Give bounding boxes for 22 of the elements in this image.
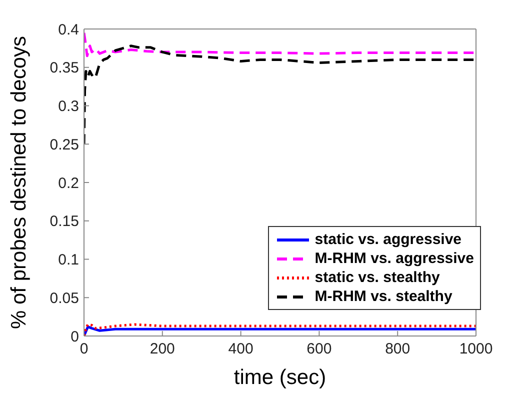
y-tick-label: 0.15 (50, 213, 79, 230)
y-tick-label: 0 (70, 328, 79, 346)
line-series (84, 32, 476, 58)
y-tick-label: 0.3 (58, 98, 79, 116)
x-tick-label: 600 (306, 340, 332, 358)
legend-label: M-RHM vs. aggressive (314, 249, 474, 268)
legend-label: static vs. aggressive (314, 230, 462, 249)
x-axis-title: time (sec) (234, 366, 326, 389)
y-tick-label: 0.1 (58, 252, 79, 269)
y-tick-label: 0.25 (50, 136, 79, 154)
x-tick-label: 200 (150, 340, 175, 358)
x-tick-label: 400 (228, 340, 254, 358)
line-series (84, 44, 476, 146)
legend-label: M-RHM vs. stealthy (314, 287, 452, 306)
y-tick-label: 0.05 (50, 290, 79, 307)
y-tick-label: 0.2 (58, 174, 79, 192)
y-axis-title: % of probes destined to decoys (7, 36, 30, 330)
y-tick-label: 0.4 (58, 21, 79, 38)
x-tick-label: 1000 (459, 340, 493, 358)
legend-label: static vs. stealthy (314, 268, 440, 287)
y-tick-label: 0.35 (50, 60, 79, 77)
x-tick-label: 800 (385, 340, 410, 358)
